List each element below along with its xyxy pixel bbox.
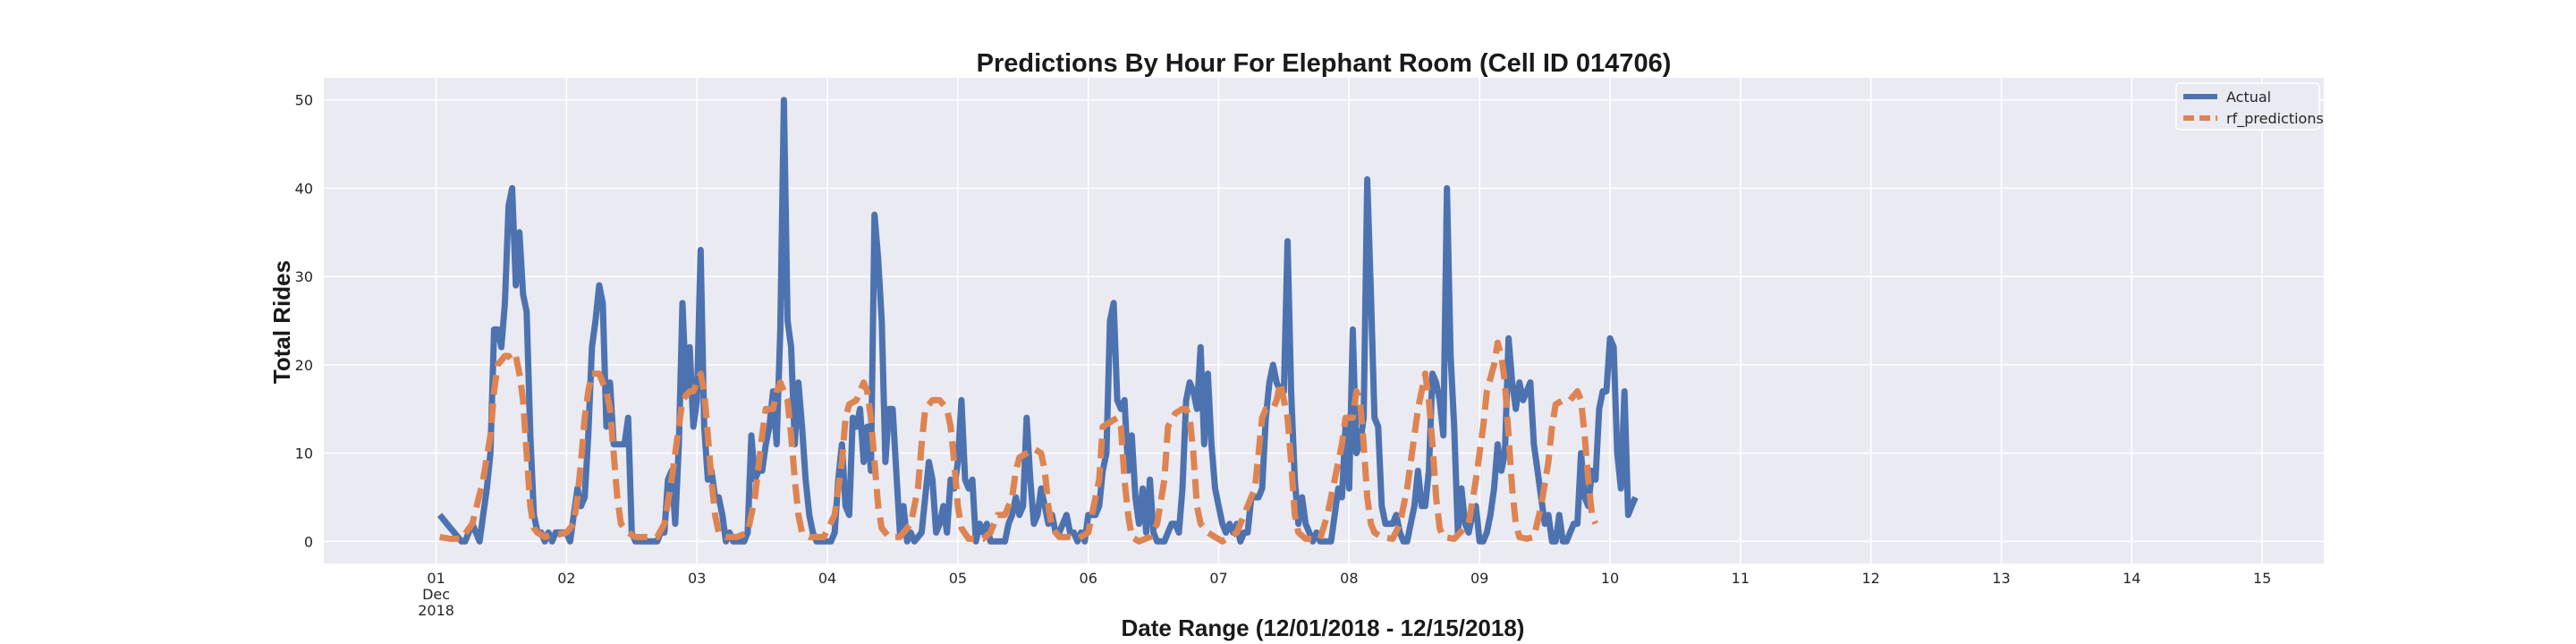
y-tick-label: 10 <box>295 445 313 462</box>
legend-label: rf_predictions <box>2226 110 2324 128</box>
x-tick-label: 13 <box>1992 570 2010 587</box>
x-tick-label: 04 <box>818 570 836 587</box>
plot-area <box>324 78 2324 564</box>
series-layer <box>436 97 1639 545</box>
tick-labels: 0 10 20 30 40 50 01 Dec 2018 02 03 04 05 06 07 08 09 10 11… <box>295 92 2272 619</box>
series-line-rf-predictions <box>439 339 1599 545</box>
x-tick-label: 09 <box>1470 570 1488 587</box>
y-axis-label: Total Rides <box>268 260 295 384</box>
x-tick-label: 15 <box>2253 570 2271 587</box>
y-tick-label: 40 <box>295 180 313 197</box>
x-tick-label: 01 Dec 2018 <box>418 570 454 619</box>
y-tick-label: 0 <box>304 533 313 550</box>
x-tick-label: 10 <box>1601 570 1619 587</box>
y-tick-label: 30 <box>295 268 313 285</box>
legend-label: Actual <box>2226 89 2271 106</box>
x-tick-label: 03 <box>688 570 706 587</box>
x-tick-label: 06 <box>1080 570 1097 587</box>
y-tick-label: 20 <box>295 357 313 374</box>
x-tick-label: 02 <box>557 570 575 587</box>
chart-title: Predictions By Hour For Elephant Room (C… <box>977 49 1672 78</box>
x-tick-label: 07 <box>1209 570 1227 587</box>
x-tick-label: 08 <box>1340 570 1358 587</box>
y-tick-label: 50 <box>295 92 313 109</box>
x-axis-label: Date Range (12/01/2018 - 12/15/2018) <box>1122 614 1525 641</box>
x-tick-label: 05 <box>949 570 967 587</box>
legend: Actual rf_predictions <box>2175 82 2324 131</box>
x-tick-label: 14 <box>2123 570 2140 587</box>
x-tick-label: 12 <box>1861 570 1879 587</box>
x-tick-label: 11 <box>1732 570 1750 587</box>
